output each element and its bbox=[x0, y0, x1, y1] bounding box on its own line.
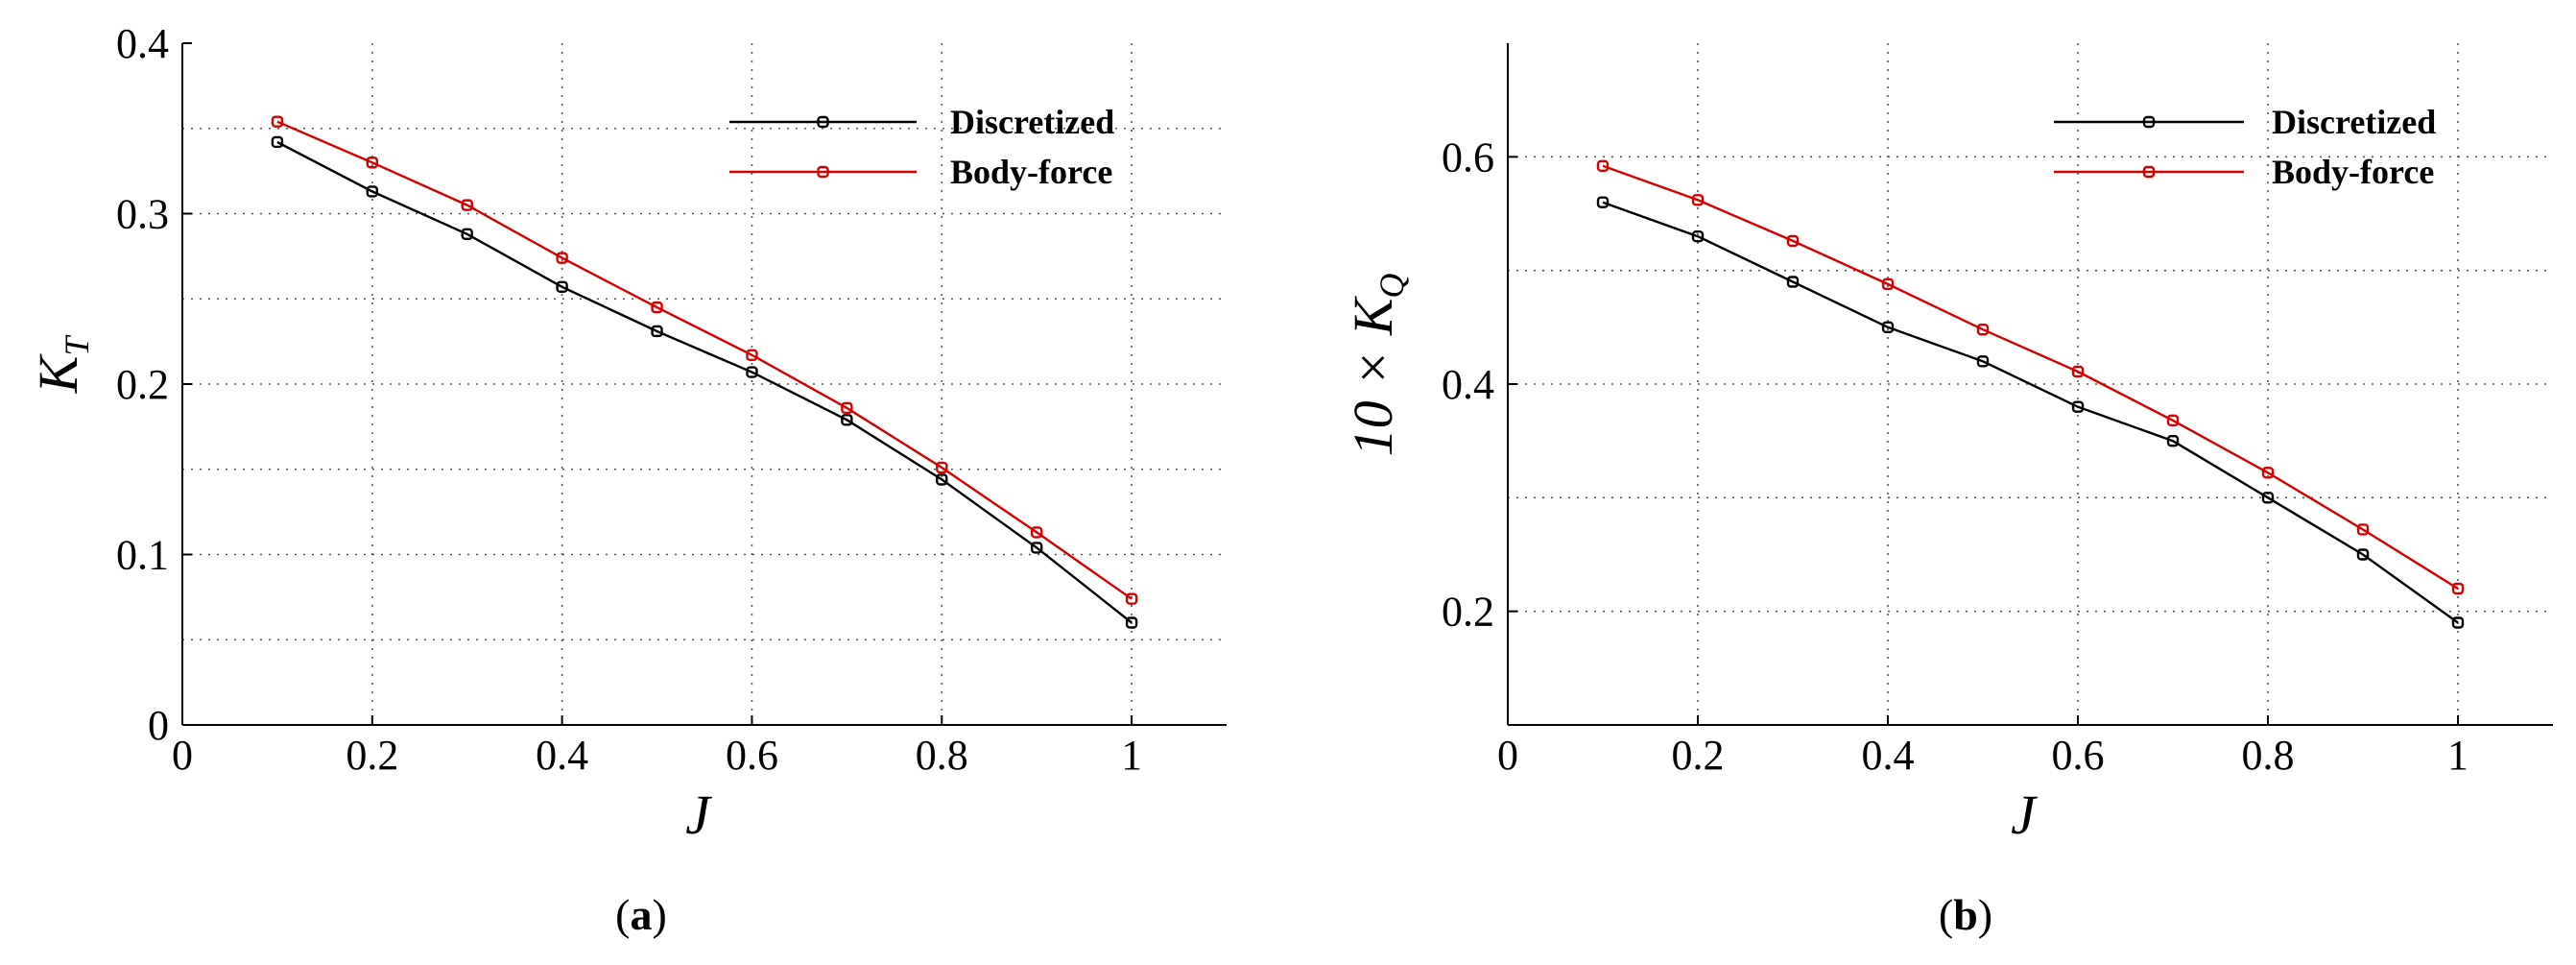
panel-caption: (b) bbox=[1939, 890, 1992, 939]
data-point-body-force bbox=[2356, 523, 2370, 536]
x-tick-label: 0.4 bbox=[536, 732, 588, 779]
data-point-body-force bbox=[2071, 365, 2085, 378]
series-line-discretized bbox=[1602, 201, 2459, 624]
data-point-body-force bbox=[461, 199, 473, 211]
data-point-discretized bbox=[2451, 616, 2465, 629]
data-point-body-force bbox=[556, 252, 568, 264]
x-tick-label: 0.4 bbox=[1862, 732, 1915, 779]
data-point-body-force bbox=[2451, 582, 2465, 595]
legend-label-discretized: Discretized bbox=[2272, 103, 2436, 141]
x-tick-label: 0.6 bbox=[2052, 732, 2105, 779]
legend-label-body-force: Body-force bbox=[2272, 153, 2434, 191]
legend-label-discretized: Discretized bbox=[950, 103, 1114, 141]
y-axis-label: KT bbox=[27, 334, 96, 395]
x-tick-label: 0.8 bbox=[2242, 732, 2295, 779]
data-point-body-force bbox=[366, 157, 379, 169]
x-tick-label: 0 bbox=[172, 732, 193, 779]
data-point-discretized bbox=[1786, 276, 1800, 288]
panel-caption: (a) bbox=[615, 890, 667, 939]
series-line-discretized bbox=[276, 140, 1133, 624]
data-point-discretized bbox=[1596, 196, 1610, 208]
data-point-body-force bbox=[841, 401, 853, 415]
data-point-body-force bbox=[1881, 277, 1895, 291]
data-point-body-force bbox=[1030, 526, 1043, 539]
y-tick-label: 0 bbox=[148, 702, 169, 749]
data-point-discretized bbox=[936, 473, 948, 486]
y-tick-label: 0.6 bbox=[1442, 133, 1494, 181]
legend: Discretized Body-force bbox=[729, 103, 1114, 191]
data-point-discretized bbox=[1125, 616, 1138, 629]
series-line-body-force bbox=[276, 120, 1133, 600]
panel-b: 0 0.2 0.4 0.6 0.8 1 0.2 0.4 0.6 J 10 × KQ Discre… bbox=[1342, 43, 2553, 939]
legend-marker-discretized bbox=[817, 115, 829, 129]
data-point-discretized bbox=[651, 325, 663, 338]
legend-marker-body-force bbox=[817, 165, 829, 179]
data-point-discretized bbox=[2356, 548, 2370, 561]
x-tick-label: 0.8 bbox=[916, 732, 968, 779]
x-tick-label: 1 bbox=[2447, 732, 2469, 779]
data-point-body-force bbox=[651, 301, 663, 314]
x-tick-label: 1 bbox=[1121, 732, 1142, 779]
data-point-discretized bbox=[1881, 321, 1895, 334]
y-tick-label: 0.2 bbox=[116, 361, 169, 408]
data-point-discretized bbox=[1691, 229, 1705, 243]
data-point-body-force bbox=[2261, 467, 2275, 479]
data-point-discretized bbox=[271, 135, 284, 149]
legend-marker-body-force bbox=[2142, 165, 2156, 179]
panel-a: 0 0.2 0.4 0.6 0.8 1 0 0.1 0.2 0.3 0.4 J KT Discret… bbox=[27, 20, 1227, 939]
data-point-discretized bbox=[556, 280, 568, 294]
x-tick-label: 0.6 bbox=[726, 732, 778, 779]
y-tick-label: 0.1 bbox=[116, 532, 169, 579]
x-tick-label: 0.2 bbox=[346, 732, 398, 779]
data-point-discretized bbox=[2261, 492, 2275, 504]
data-point-body-force bbox=[746, 349, 758, 362]
data-point-discretized bbox=[2071, 400, 2085, 413]
x-tick-label: 0.2 bbox=[1672, 732, 1725, 779]
x-tick-label: 0 bbox=[1497, 732, 1518, 779]
y-tick-label: 0.3 bbox=[116, 191, 169, 238]
data-point-body-force bbox=[1691, 194, 1705, 206]
legend-label-body-force: Body-force bbox=[950, 153, 1112, 191]
data-point-discretized bbox=[1030, 542, 1043, 554]
data-point-body-force bbox=[1125, 592, 1138, 605]
data-point-discretized bbox=[2166, 434, 2180, 447]
data-point-body-force bbox=[1786, 234, 1800, 248]
data-point-body-force bbox=[1596, 159, 1610, 173]
y-tick-label: 0.4 bbox=[1442, 361, 1494, 408]
y-axis-label: 10 × KQ bbox=[1342, 274, 1411, 457]
x-axis-label: J bbox=[2011, 784, 2039, 846]
data-point-body-force bbox=[271, 115, 284, 128]
data-point-discretized bbox=[1976, 355, 1990, 368]
data-point-body-force bbox=[1976, 324, 1990, 336]
legend-marker-discretized bbox=[2142, 115, 2156, 129]
data-point-discretized bbox=[461, 228, 473, 241]
y-tick-label: 0.2 bbox=[1442, 589, 1494, 636]
y-tick-label: 0.4 bbox=[116, 20, 169, 67]
data-point-discretized bbox=[841, 414, 853, 426]
data-point-body-force bbox=[2166, 414, 2180, 427]
x-axis-label: J bbox=[685, 784, 713, 846]
data-point-discretized bbox=[366, 185, 379, 198]
data-point-discretized bbox=[746, 366, 758, 378]
series-line-body-force bbox=[1602, 164, 2459, 591]
legend: Discretized Body-force bbox=[2054, 103, 2436, 191]
data-point-body-force bbox=[936, 461, 948, 474]
